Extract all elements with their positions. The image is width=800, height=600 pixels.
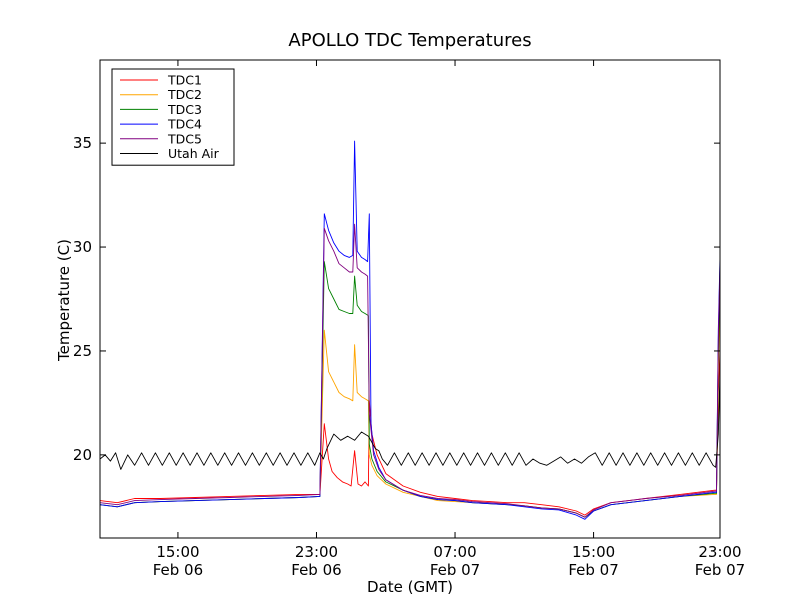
x-tick-label-time: 23:00: [295, 543, 338, 561]
legend-label: Utah Air: [168, 146, 220, 161]
series-line-tdc5: [99, 223, 721, 518]
x-tick-label-date: Feb 06: [153, 561, 203, 579]
series-line-tdc2: [99, 288, 721, 518]
legend-label: TDC5: [167, 131, 202, 146]
legend-box: [111, 68, 235, 166]
series-line-utah-air: [99, 371, 721, 470]
chart-title: APOLLO TDC Temperatures: [288, 30, 531, 51]
series-line-tdc1: [99, 350, 721, 516]
x-tick-label-time: 15:00: [572, 543, 615, 561]
x-axis-label: Date (GMT): [367, 578, 453, 596]
series-layer: [99, 140, 721, 520]
series-line-tdc4: [99, 140, 721, 520]
y-axis-label: Temperature (C): [55, 239, 73, 362]
series-line-tdc3: [99, 261, 721, 518]
x-tick-label-time: 23:00: [698, 543, 741, 561]
x-tick-label-date: Feb 07: [568, 561, 618, 579]
x-tick-label-time: 15:00: [156, 543, 199, 561]
legend-label: TDC2: [167, 87, 202, 102]
y-tick-label: 25: [73, 342, 92, 360]
legend-label: TDC3: [167, 102, 202, 117]
plot-frame: [99, 59, 721, 539]
legend-label: TDC1: [167, 73, 202, 88]
x-tick-label-time: 07:00: [433, 543, 476, 561]
x-tick-label-date: Feb 06: [291, 561, 341, 579]
y-tick-label: 20: [73, 446, 92, 464]
legend-label: TDC4: [167, 117, 202, 132]
x-tick-label-date: Feb 07: [430, 561, 480, 579]
y-tick-label: 30: [73, 238, 92, 256]
y-tick-label: 35: [73, 134, 92, 152]
x-tick-label-date: Feb 07: [695, 561, 745, 579]
